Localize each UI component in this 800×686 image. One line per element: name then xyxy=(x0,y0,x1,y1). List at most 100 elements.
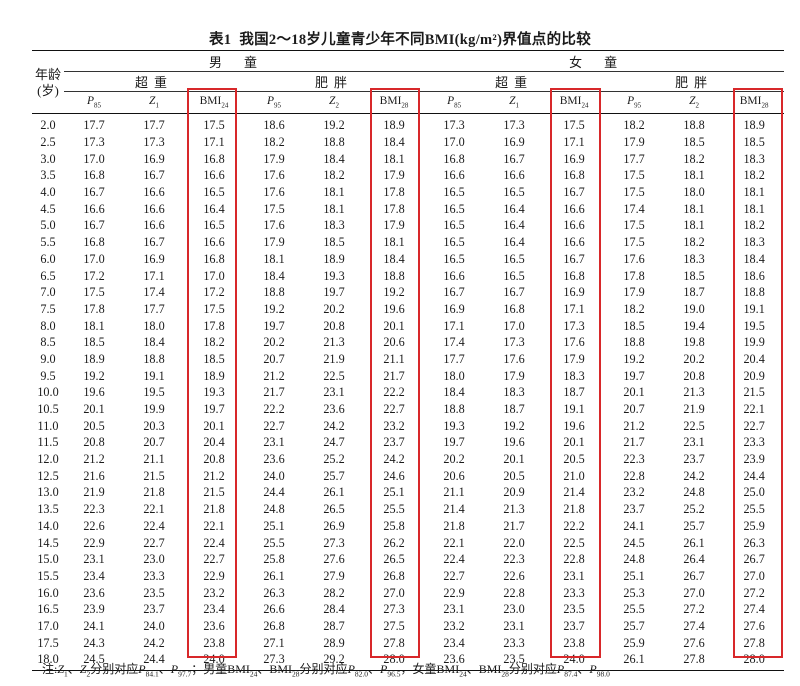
column-header-bmi28: BMI28 xyxy=(364,91,425,114)
value-cell: 18.9 xyxy=(323,251,345,266)
value-cell: 25.5 xyxy=(383,502,405,517)
value-cell: 22.8 xyxy=(563,552,585,567)
value-cell: 19.6 xyxy=(503,435,525,450)
value-cell: 27.3 xyxy=(383,602,405,617)
value-cell: 17.7 xyxy=(83,118,105,133)
value-cell: 23.7 xyxy=(563,618,585,633)
value-cell: 18.1 xyxy=(383,151,405,166)
table-row: 16.5 23.9 23.7 23.4 26.6 28.4 27.3 23.1 23.0 23.5… xyxy=(32,601,784,618)
value-cell: 27.3 xyxy=(244,651,304,671)
value-cell: 19.3 xyxy=(323,268,345,283)
value-cell: 22.7 xyxy=(743,418,765,433)
value-cell: 25.0 xyxy=(743,485,765,500)
value-cell: 23.3 xyxy=(143,568,165,583)
value-cell: 18.2 xyxy=(323,168,345,183)
table-row: 10.5 20.1 19.9 19.7 22.2 23.6 22.7 18.8 18.7 19.1… xyxy=(32,401,784,418)
value-cell: 22.6 xyxy=(83,518,105,533)
value-cell: 18.1 xyxy=(683,168,705,183)
age-cell: 13.5 xyxy=(37,502,59,517)
value-cell: 19.0 xyxy=(683,301,705,316)
value-cell: 24.4 xyxy=(263,485,285,500)
value-cell: 19.2 xyxy=(323,118,345,133)
value-cell: 18.1 xyxy=(263,251,285,266)
value-cell: 19.9 xyxy=(743,335,765,350)
value-cell: 22.0 xyxy=(503,535,525,550)
value-cell: 23.3 xyxy=(503,635,525,650)
value-cell: 16.4 xyxy=(503,218,525,233)
value-cell: 17.5 xyxy=(83,285,105,300)
value-cell: 24.0 xyxy=(143,618,165,633)
value-cell: 23.1 xyxy=(83,552,105,567)
value-cell: 16.5 xyxy=(443,185,465,200)
table-row: 13.0 21.9 21.8 21.5 24.4 26.1 25.1 21.1 20.9 21.4… xyxy=(32,484,784,501)
value-cell: 18.8 xyxy=(323,135,345,150)
value-cell: 22.7 xyxy=(383,402,405,417)
value-cell: 20.6 xyxy=(443,468,465,483)
value-cell: 18.8 xyxy=(383,268,405,283)
value-cell: 19.1 xyxy=(743,301,765,316)
value-cell: 22.1 xyxy=(743,402,765,417)
value-cell: 17.6 xyxy=(503,351,525,366)
value-cell: 23.5 xyxy=(143,585,165,600)
value-cell: 20.9 xyxy=(743,368,765,383)
table-row: 9.5 19.2 19.1 18.9 21.2 22.5 21.7 18.0 17.9 18.3 1… xyxy=(32,367,784,384)
value-cell: 23.1 xyxy=(263,435,285,450)
value-cell: 28.9 xyxy=(323,635,345,650)
value-cell: 18.2 xyxy=(743,218,765,233)
value-cell: 16.6 xyxy=(143,185,165,200)
value-cell: 25.7 xyxy=(683,518,705,533)
value-cell: 17.6 xyxy=(263,218,285,233)
value-cell: 18.5 xyxy=(323,235,345,250)
value-cell: 17.9 xyxy=(623,135,645,150)
value-cell: 24.2 xyxy=(323,418,345,433)
value-cell: 20.2 xyxy=(683,351,705,366)
age-cell: 15.5 xyxy=(37,568,59,583)
bmi-table: 年龄 (岁) 男童 女童 超重 肥胖 超重 肥胖 P85 Z1 BMI24 P95 Z2… xyxy=(32,52,785,671)
value-cell: 21.3 xyxy=(323,335,345,350)
value-cell: 16.5 xyxy=(443,235,465,250)
value-cell: 21.9 xyxy=(83,485,105,500)
value-cell: 21.1 xyxy=(443,485,465,500)
value-cell: 22.1 xyxy=(143,502,165,517)
value-cell: 16.7 xyxy=(503,285,525,300)
table-title-text: 我国2～18岁儿童青少年不同BMI(kg/m²)界值点的比较 xyxy=(239,32,592,48)
female-overweight-header: 超重 xyxy=(424,71,605,92)
column-header-z2: Z2 xyxy=(304,91,364,114)
table-row: 2.5 17.3 17.3 17.1 18.2 18.8 18.4 17.0 16.9 17.1 1… xyxy=(32,134,784,151)
value-cell: 23.9 xyxy=(83,602,105,617)
value-cell: 21.9 xyxy=(683,402,705,417)
value-cell: 22.2 xyxy=(383,385,405,400)
value-cell: 25.7 xyxy=(623,618,645,633)
value-cell: 18.2 xyxy=(743,168,765,183)
value-cell: 18.1 xyxy=(323,185,345,200)
value-cell: 17.1 xyxy=(563,301,585,316)
value-cell: 21.5 xyxy=(143,468,165,483)
age-column-header: 年龄 (岁) xyxy=(32,52,64,114)
value-cell: 18.4 xyxy=(383,251,405,266)
value-cell: 24.3 xyxy=(83,635,105,650)
value-cell: 18.3 xyxy=(563,368,585,383)
value-cell: 23.1 xyxy=(563,568,585,583)
age-label: 年龄 xyxy=(34,66,61,82)
value-cell: 24.7 xyxy=(323,435,345,450)
value-cell: 18.7 xyxy=(563,385,585,400)
value-cell: 16.6 xyxy=(143,218,165,233)
age-cell: 4.0 xyxy=(40,185,56,200)
value-cell: 22.2 xyxy=(263,402,285,417)
column-header-p95: P95 xyxy=(604,91,665,114)
value-cell: 22.9 xyxy=(83,535,105,550)
value-cell: 28.4 xyxy=(323,602,345,617)
age-cell: 12.0 xyxy=(37,452,59,467)
value-cell: 16.6 xyxy=(443,268,465,283)
age-cell: 9.0 xyxy=(40,351,56,366)
value-cell: 21.8 xyxy=(443,518,465,533)
value-cell: 18.3 xyxy=(743,235,765,250)
table-row: 9.0 18.9 18.8 18.5 20.7 21.9 21.1 17.7 17.6 17.9 1… xyxy=(32,351,784,368)
value-cell: 17.1 xyxy=(443,318,465,333)
value-cell: 20.1 xyxy=(83,402,105,417)
value-cell: 27.8 xyxy=(664,651,725,671)
value-cell: 18.6 xyxy=(263,118,285,133)
value-cell: 22.5 xyxy=(563,535,585,550)
age-cell: 8.0 xyxy=(40,318,56,333)
value-cell: 16.9 xyxy=(143,251,165,266)
